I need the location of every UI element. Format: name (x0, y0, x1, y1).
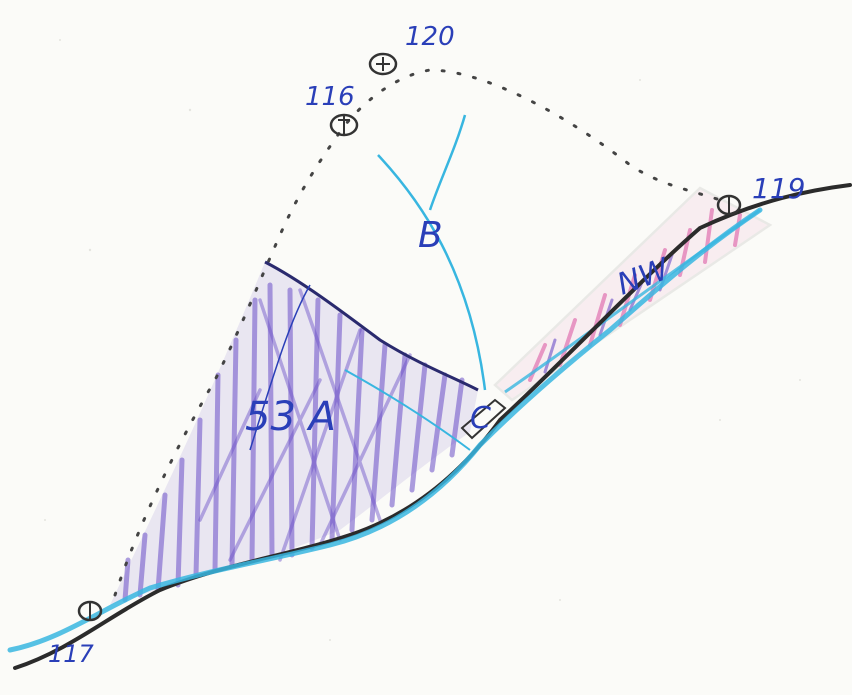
label-116: 116 (305, 82, 355, 112)
zone-53a-hatching (110, 262, 478, 605)
zone-nw-band (493, 186, 773, 402)
label-c: C (470, 401, 491, 436)
paper-texture (44, 39, 801, 641)
label-120: 120 (405, 22, 455, 52)
label-bottom: 117 (48, 640, 95, 668)
line-b-branch (344, 369, 471, 451)
zone-a-boundary (264, 260, 479, 392)
label-b: B (418, 215, 443, 256)
survey-point-119-icon (716, 194, 742, 216)
survey-point-bottom-icon (77, 600, 103, 622)
survey-point-116-icon (329, 113, 359, 137)
zone-a-inner-line (249, 284, 311, 451)
label-119: 119 (752, 172, 805, 205)
ground-line-cyan (7, 207, 763, 653)
line-b (377, 114, 487, 391)
label-53a: 53 A (245, 394, 336, 440)
box-c (460, 398, 507, 440)
survey-point-120-icon (368, 52, 398, 76)
zone-nw-outline (493, 186, 773, 402)
